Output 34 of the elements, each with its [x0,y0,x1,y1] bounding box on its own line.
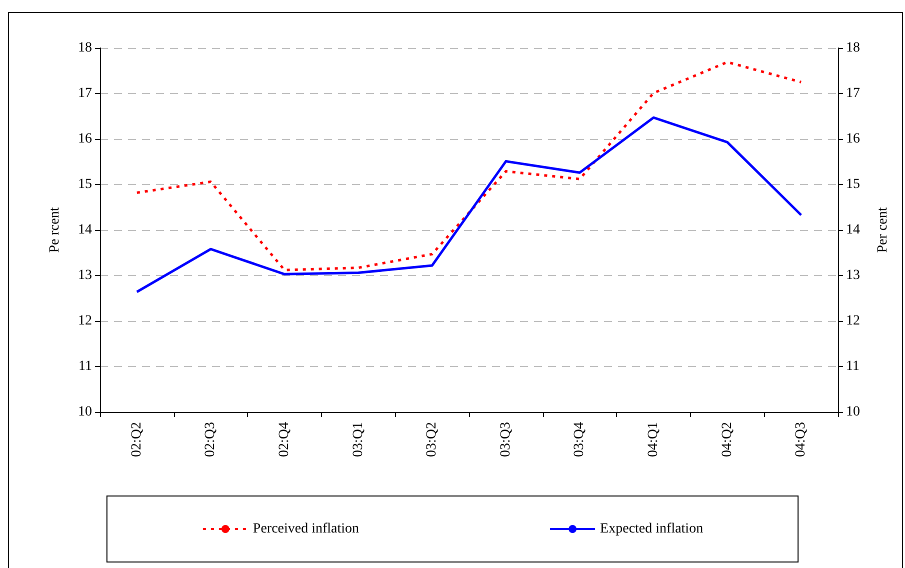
y-tick-label: 11 [78,359,92,374]
x-tick-label: 03:Q4 [572,422,588,457]
y2-tick-label: 12 [846,314,860,328]
x-tick-label: 02:Q2 [129,422,144,457]
y2-tick-label: 13 [846,268,860,283]
y-tick-label: 18 [78,40,92,56]
y-tick-label: 14 [78,222,92,238]
y2-tick-label: 16 [846,132,860,146]
x-tick-label: 04:Q2 [720,422,735,457]
y-tick-label: 17 [78,86,92,101]
x-tick-label: 03:Q3 [498,422,514,457]
x-tick-label: 03:Q1 [350,422,366,457]
legend-label: Perceived inflation [252,522,360,536]
y2-tick-label: 17 [846,86,860,101]
y-axis-title: Pe rcent [48,207,62,253]
x-tick-label: 02:Q4 [277,422,292,457]
line-series [136,60,802,272]
y-tick-label: 15 [78,177,92,192]
y-tick-label: 10 [78,404,92,420]
y2-axis-title: Per cent [876,207,890,253]
y-tick-label: 16 [78,132,92,146]
y-tick-label: 13 [78,268,92,283]
y-tick-label: 12 [78,314,92,328]
y2-tick-label: 11 [846,359,860,374]
x-tick-label: 03:Q2 [424,422,440,457]
y2-tick-label: 10 [846,404,860,420]
legend-label: Expected inflation [600,522,704,536]
y2-tick-label: 15 [846,177,860,192]
y2-tick-label: 14 [846,222,860,238]
y2-tick-label: 18 [846,40,860,56]
line-series [136,116,802,294]
x-tick-label: 04:Q1 [646,422,661,457]
x-tick-label: 02:Q3 [203,422,218,457]
x-tick-label: 04:Q3 [794,422,809,457]
